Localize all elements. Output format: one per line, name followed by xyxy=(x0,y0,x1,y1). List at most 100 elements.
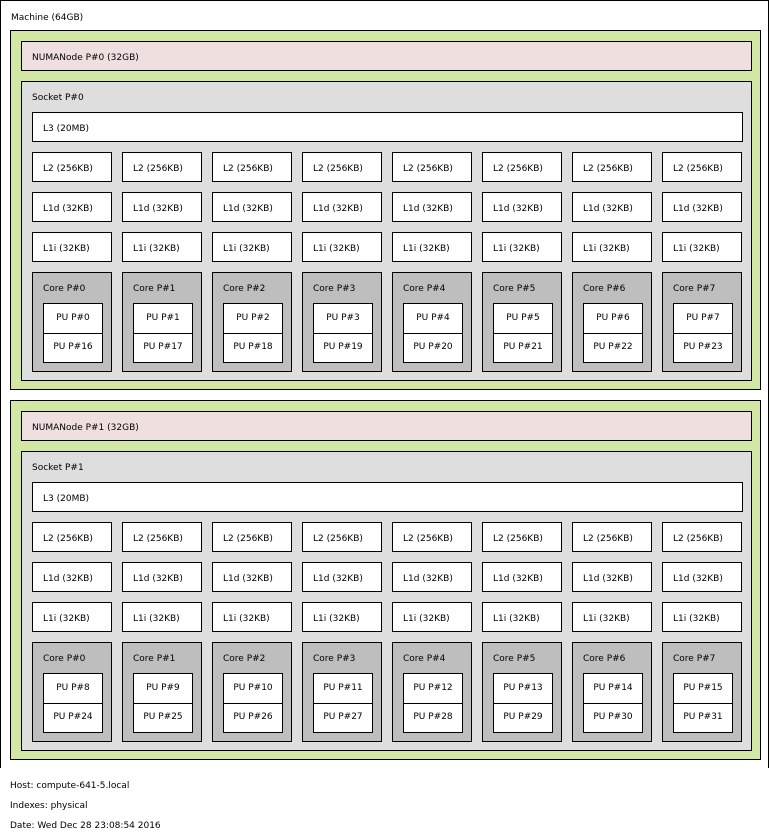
l2-cache: L2 (256KB) xyxy=(122,522,202,552)
l2-cache: L2 (256KB) xyxy=(392,152,472,182)
pu: PU P#8 xyxy=(44,674,102,704)
pu: PU P#4 xyxy=(404,304,462,334)
pu: PU P#26 xyxy=(233,712,273,722)
pu-group: PU P#5 PU P#21 xyxy=(493,303,553,363)
pu: PU P#30 xyxy=(593,712,633,722)
pu-group: PU P#8 PU P#24 xyxy=(43,673,103,733)
l1i-cache-label: L1i (32KB) xyxy=(223,244,270,254)
pu-group: PU P#13 PU P#29 xyxy=(493,673,553,733)
l2-cache-label: L2 (256KB) xyxy=(403,534,453,544)
core-label: Core P#0 xyxy=(43,284,86,294)
pu: PU P#16 xyxy=(53,342,93,352)
pu: PU P#12 xyxy=(404,674,462,704)
l3-cache-label: L3 (20MB) xyxy=(43,494,90,504)
l1d-cache-label: L1d (32KB) xyxy=(133,204,183,214)
core-label: Core P#5 xyxy=(493,284,536,294)
core: Core P#5 PU P#5 PU P#21 xyxy=(482,272,562,372)
l2-cache: L2 (256KB) xyxy=(482,152,562,182)
l2-cache-label: L2 (256KB) xyxy=(133,164,183,174)
l1i-cache: L1i (32KB) xyxy=(122,232,202,262)
l2-cache-label: L2 (256KB) xyxy=(223,164,273,174)
l1i-cache: L1i (32KB) xyxy=(212,602,292,632)
machine-label: Machine (64GB) xyxy=(11,13,84,23)
l2-cache-label: L2 (256KB) xyxy=(493,534,543,544)
pu: PU P#5 xyxy=(494,304,552,334)
l1d-cache: L1d (32KB) xyxy=(572,562,652,592)
l1i-cache: L1i (32KB) xyxy=(572,232,652,262)
pu: PU P#28 xyxy=(413,712,453,722)
l1d-cache: L1d (32KB) xyxy=(212,562,292,592)
l1d-cache: L1d (32KB) xyxy=(572,192,652,222)
l1d-cache-label: L1d (32KB) xyxy=(583,574,633,584)
l1i-cache: L1i (32KB) xyxy=(572,602,652,632)
l2-cache: L2 (256KB) xyxy=(122,152,202,182)
l1d-cache-label: L1d (32KB) xyxy=(583,204,633,214)
l1d-cache: L1d (32KB) xyxy=(482,562,562,592)
core-label: Core P#2 xyxy=(223,654,266,664)
pu: PU P#23 xyxy=(683,342,723,352)
l1i-cache: L1i (32KB) xyxy=(662,602,742,632)
l1i-cache-label: L1i (32KB) xyxy=(583,244,630,254)
socket: Socket P#1 L3 (20MB) L2 (256KB) L1d (32KB) L… xyxy=(21,451,752,751)
l1d-cache: L1d (32KB) xyxy=(662,562,742,592)
core-label: Core P#1 xyxy=(133,284,176,294)
numa-node-label: NUMANode P#1 (32GB) xyxy=(32,423,139,433)
l2-cache: L2 (256KB) xyxy=(572,152,652,182)
l1i-cache-label: L1i (32KB) xyxy=(43,244,90,254)
l1i-cache-label: L1i (32KB) xyxy=(223,614,270,624)
l1i-cache: L1i (32KB) xyxy=(32,602,112,632)
l2-cache-label: L2 (256KB) xyxy=(223,534,273,544)
l1d-cache-label: L1d (32KB) xyxy=(403,204,453,214)
core: Core P#0 PU P#0 PU P#16 xyxy=(32,272,112,372)
pu: PU P#19 xyxy=(323,342,363,352)
core-label: Core P#7 xyxy=(673,654,716,664)
l2-cache-label: L2 (256KB) xyxy=(583,164,633,174)
pu: PU P#31 xyxy=(683,712,723,722)
pu-group: PU P#11 PU P#27 xyxy=(313,673,373,733)
l1d-cache: L1d (32KB) xyxy=(122,562,202,592)
l1d-cache: L1d (32KB) xyxy=(32,562,112,592)
date-label: Date: Wed Dec 28 23:08:54 2016 xyxy=(10,821,161,831)
l2-cache: L2 (256KB) xyxy=(662,152,742,182)
core: Core P#5 PU P#13 PU P#29 xyxy=(482,642,562,742)
core: Core P#7 PU P#7 PU P#23 xyxy=(662,272,742,372)
core: Core P#6 PU P#14 PU P#30 xyxy=(572,642,652,742)
l1d-cache: L1d (32KB) xyxy=(392,562,472,592)
core: Core P#2 PU P#2 PU P#18 xyxy=(212,272,292,372)
socket-label: Socket P#1 xyxy=(32,463,84,473)
l1d-cache-label: L1d (32KB) xyxy=(223,574,273,584)
l2-cache-label: L2 (256KB) xyxy=(43,534,93,544)
l1i-cache: L1i (32KB) xyxy=(392,602,472,632)
l1d-cache: L1d (32KB) xyxy=(302,192,382,222)
core-label: Core P#5 xyxy=(493,654,536,664)
l2-cache-label: L2 (256KB) xyxy=(43,164,93,174)
l1i-cache-label: L1i (32KB) xyxy=(583,614,630,624)
l2-cache: L2 (256KB) xyxy=(392,522,472,552)
pu: PU P#7 xyxy=(674,304,732,334)
pu: PU P#27 xyxy=(323,712,363,722)
l3-cache: L3 (20MB) xyxy=(32,482,743,512)
core: Core P#3 PU P#11 PU P#27 xyxy=(302,642,382,742)
l1d-cache: L1d (32KB) xyxy=(392,192,472,222)
core: Core P#6 PU P#6 PU P#22 xyxy=(572,272,652,372)
pu: PU P#9 xyxy=(134,674,192,704)
l1i-cache-label: L1i (32KB) xyxy=(133,244,180,254)
core-label: Core P#1 xyxy=(133,654,176,664)
l1d-cache-label: L1d (32KB) xyxy=(313,574,363,584)
l1i-cache: L1i (32KB) xyxy=(392,232,472,262)
l2-cache: L2 (256KB) xyxy=(662,522,742,552)
footer-legend: Host: compute-641-5.local Indexes: physi… xyxy=(0,768,770,840)
l2-cache-label: L2 (256KB) xyxy=(313,164,363,174)
l1i-cache: L1i (32KB) xyxy=(482,602,562,632)
l2-cache-label: L2 (256KB) xyxy=(673,164,723,174)
l1i-cache-label: L1i (32KB) xyxy=(133,614,180,624)
pu-group: PU P#14 PU P#30 xyxy=(583,673,643,733)
l1d-cache: L1d (32KB) xyxy=(662,192,742,222)
l1d-cache-label: L1d (32KB) xyxy=(403,574,453,584)
pu: PU P#1 xyxy=(134,304,192,334)
pu-group: PU P#7 PU P#23 xyxy=(673,303,733,363)
l2-cache: L2 (256KB) xyxy=(302,152,382,182)
host-label: Host: compute-641-5.local xyxy=(10,781,130,791)
l1i-cache-label: L1i (32KB) xyxy=(673,614,720,624)
l2-cache: L2 (256KB) xyxy=(482,522,562,552)
